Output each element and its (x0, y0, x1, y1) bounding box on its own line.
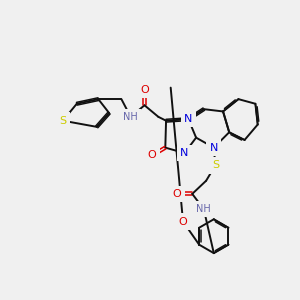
Text: S: S (212, 160, 219, 170)
Text: O: O (148, 150, 157, 160)
Text: NH: NH (196, 204, 211, 214)
Text: N: N (180, 148, 189, 158)
Text: O: O (172, 189, 181, 199)
Text: O: O (178, 217, 188, 226)
Text: O: O (140, 85, 149, 95)
Text: N: N (210, 143, 218, 153)
Text: N: N (184, 114, 193, 124)
Text: NH: NH (123, 112, 138, 122)
Text: S: S (59, 116, 67, 126)
